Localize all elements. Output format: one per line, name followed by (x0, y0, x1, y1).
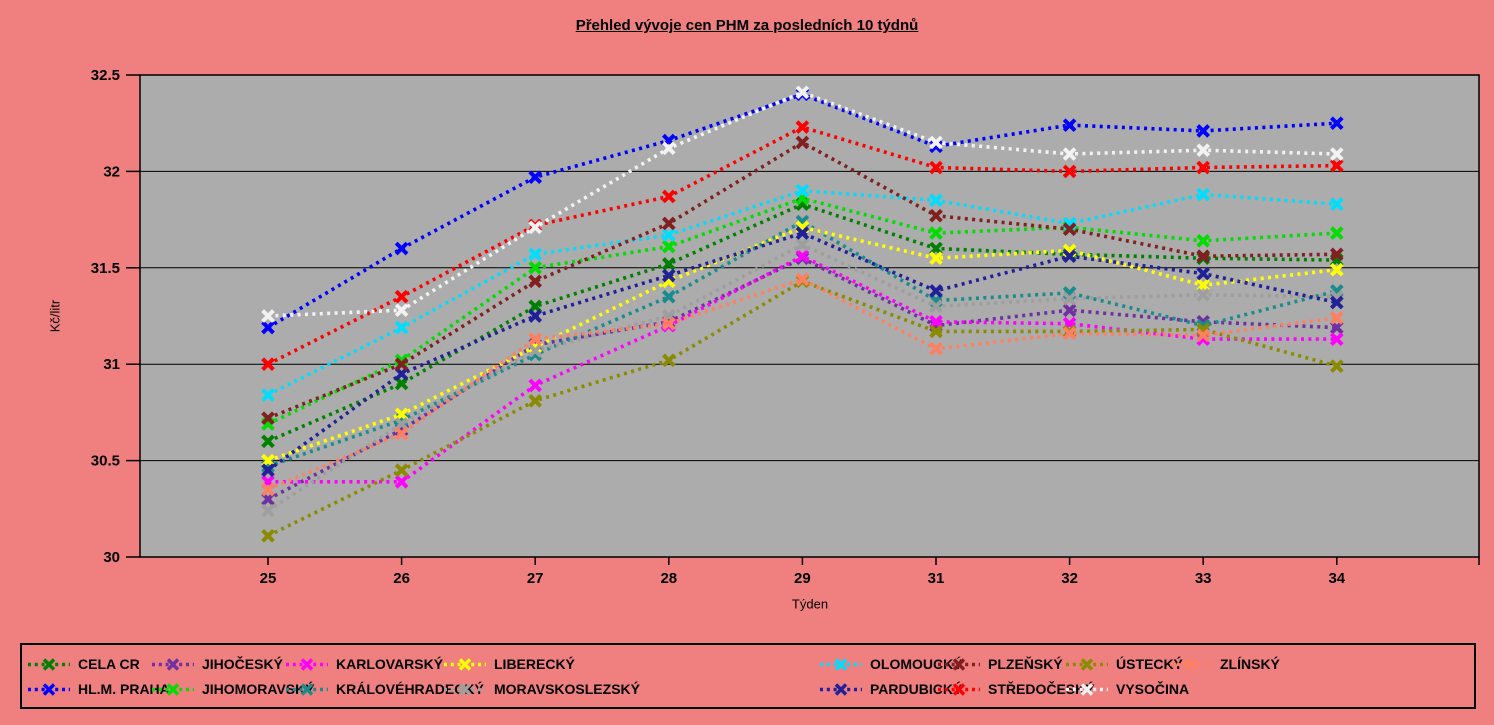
series-markers-zl-nsk- (261, 272, 1344, 497)
x-tick-label: 26 (393, 570, 410, 587)
legend-item-plze-sk-: PLZEŇSKÝ (938, 656, 1063, 672)
series-markers-libereck- (261, 220, 1344, 468)
series-markers-vyso-ina (261, 85, 1344, 323)
series-line-vyso-ina (267, 90, 1337, 318)
y-tick-label: 31.5 (91, 260, 120, 277)
legend-item-moravskoslezsk-: MORAVSKOSLEZSKÝ (444, 681, 640, 697)
series-label: STŘEDOČESKÝ (988, 681, 1095, 697)
series-marker-icon (1170, 657, 1212, 671)
series-marker-icon (444, 682, 486, 696)
series-line-st-edo-esk- (267, 125, 1337, 366)
legend-item-jiho-esk-: JIHOČESKÝ (152, 656, 283, 672)
series-label: PLZEŇSKÝ (988, 656, 1063, 672)
legend-item-kr-lov-hradeck-: KRÁLOVÉHRADECKÝ (286, 681, 484, 697)
series-markers-plze-sk- (261, 135, 1344, 425)
series-label: LIBERECKÝ (494, 656, 575, 672)
legend-item-st-edo-esk-: STŘEDOČESKÝ (938, 681, 1095, 697)
y-tick-label: 30 (103, 549, 120, 566)
series-marker-icon (28, 682, 70, 696)
y-tick-label: 30.5 (91, 453, 120, 470)
chart-title: Přehled vývoje cen PHM za posledních 10 … (575, 17, 919, 34)
x-axis-title: Týden (791, 596, 829, 612)
series-marker-icon (152, 657, 194, 671)
x-tick-label: 28 (660, 570, 677, 587)
series-label: OLOMOUCKÝ (870, 656, 963, 672)
series-marker-icon (820, 657, 862, 671)
plot-area: 30 30.5 31 31.5 32 32.5 25 26 27 28 29 31 32 33 34 (91, 67, 1480, 587)
series-markers-moravskoslezsk- (261, 237, 1344, 518)
series-label: JIHOČESKÝ (202, 656, 283, 672)
series-label: HL.M. PRAHA (78, 681, 170, 697)
legend-item-jihomoravsk-: JIHOMORAVSKÝ (152, 681, 315, 697)
series-marker-icon (28, 657, 70, 671)
series-label: ZLÍNSKÝ (1220, 656, 1280, 672)
legend-item-pardubick-: PARDUBICKÝ (820, 681, 962, 697)
series-markers-kr-lov-hradeck- (261, 214, 1344, 474)
series-marker-icon (152, 682, 194, 696)
legend-item-libereck-: LIBERECKÝ (444, 656, 575, 672)
series-marker-icon (938, 682, 980, 696)
series-label: PARDUBICKÝ (870, 681, 963, 697)
series-marker-icon (286, 657, 328, 671)
legend: CELA CR JIHOČESKÝ KARLOVARSKÝ LIBERECKÝ OLOM… (20, 643, 1476, 709)
series-label: VYSOČINA (1116, 681, 1190, 697)
x-tick-label: 27 (527, 570, 544, 587)
legend-item-olomouck-: OLOMOUCKÝ (820, 656, 963, 672)
series-label: KRÁLOVÉHRADECKÝ (336, 681, 484, 697)
series-marker-icon (1066, 682, 1108, 696)
legend-item-zl-nsk-: ZLÍNSKÝ (1170, 656, 1280, 672)
y-tick-label: 31 (103, 356, 120, 373)
series-markers-olomouck- (261, 183, 1344, 402)
series-label: ÚSTECKÝ (1116, 656, 1183, 672)
y-tick-label: 32 (103, 163, 120, 180)
series-label: JIHOMORAVSKÝ (202, 681, 315, 697)
x-tick-label: 31 (928, 570, 945, 587)
legend-item-vyso-ina: VYSOČINA (1066, 681, 1189, 697)
legend-item--steck-: ÚSTECKÝ (1066, 656, 1183, 672)
x-tick-label: 25 (260, 570, 277, 587)
series-marker-icon (444, 657, 486, 671)
x-tick-label: 32 (1061, 570, 1078, 587)
x-tick-label: 33 (1195, 570, 1212, 587)
legend-item-hl-m-praha: HL.M. PRAHA (28, 681, 170, 697)
plot-border (139, 74, 1480, 558)
series-line-pardubick- (266, 231, 1338, 472)
plot-background (140, 75, 1479, 557)
series-markers-pardubick- (261, 226, 1344, 478)
legend-item-karlovarsk-: KARLOVARSKÝ (286, 656, 443, 672)
series-label: CELA CR (78, 656, 140, 672)
series-line-jihomoravsk- (267, 196, 1337, 426)
x-tick-label: 34 (1328, 570, 1345, 587)
series-label: MORAVSKOSLEZSKÝ (494, 681, 640, 697)
y-tick-label: 32.5 (91, 67, 120, 84)
series-marker-icon (286, 682, 328, 696)
series-marker-icon (1066, 657, 1108, 671)
y-axis-title: Kč/litr (47, 299, 63, 333)
legend-item-cela-cr: CELA CR (28, 656, 140, 672)
x-tick-label: 29 (794, 570, 811, 587)
series-marker-icon (820, 682, 862, 696)
series-label: KARLOVARSKÝ (336, 656, 444, 672)
series-line-kr-lov-hradeck- (267, 219, 1338, 469)
series-marker-icon (938, 657, 980, 671)
